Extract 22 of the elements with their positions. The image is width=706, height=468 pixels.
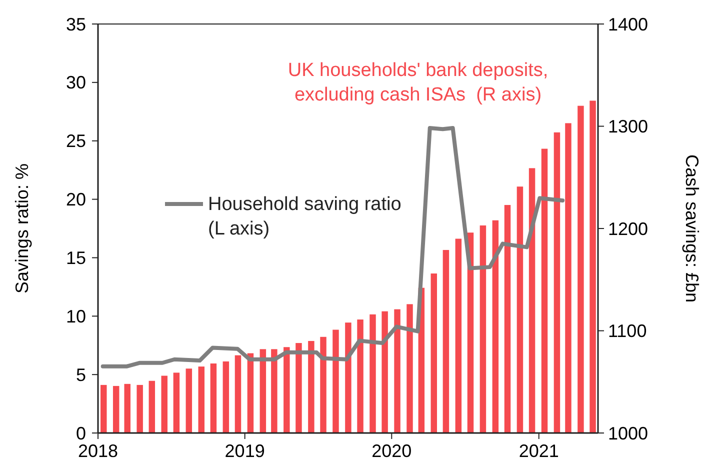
y-tick-label: 20 <box>66 190 86 210</box>
y-tick-label: 5 <box>76 364 86 385</box>
line-series <box>100 126 565 368</box>
y-axis-title: Savings ratio: % <box>12 163 32 294</box>
x-tick-label: 2018 <box>78 441 118 461</box>
y-tick-label: 0 <box>76 423 86 444</box>
x-tick-label: 2020 <box>372 441 412 461</box>
y2-tick-label: 1300 <box>608 116 648 137</box>
y-tick-label: 10 <box>66 306 86 326</box>
y-tick-label: 25 <box>66 131 86 152</box>
series-label: UK households' bank deposits, excluding cash ISAs (R axis) <box>288 60 548 106</box>
y2-axis-title: Cash savings: £bn <box>682 154 702 303</box>
y-tick-label: 15 <box>66 248 86 268</box>
y-tick-label: 35 <box>66 14 86 34</box>
x-tick-label: 2019 <box>224 441 265 461</box>
y2-tick-label: 1100 <box>608 321 647 342</box>
x-tick-label: 2021 <box>518 441 559 461</box>
legend-label: Household saving ratio (L axis) <box>208 194 402 240</box>
y-tick-label: 30 <box>66 72 86 93</box>
y2-tick-label: 1000 <box>608 423 648 444</box>
y2-tick-label: 1400 <box>608 14 648 34</box>
y2-tick-label: 1200 <box>608 218 648 239</box>
